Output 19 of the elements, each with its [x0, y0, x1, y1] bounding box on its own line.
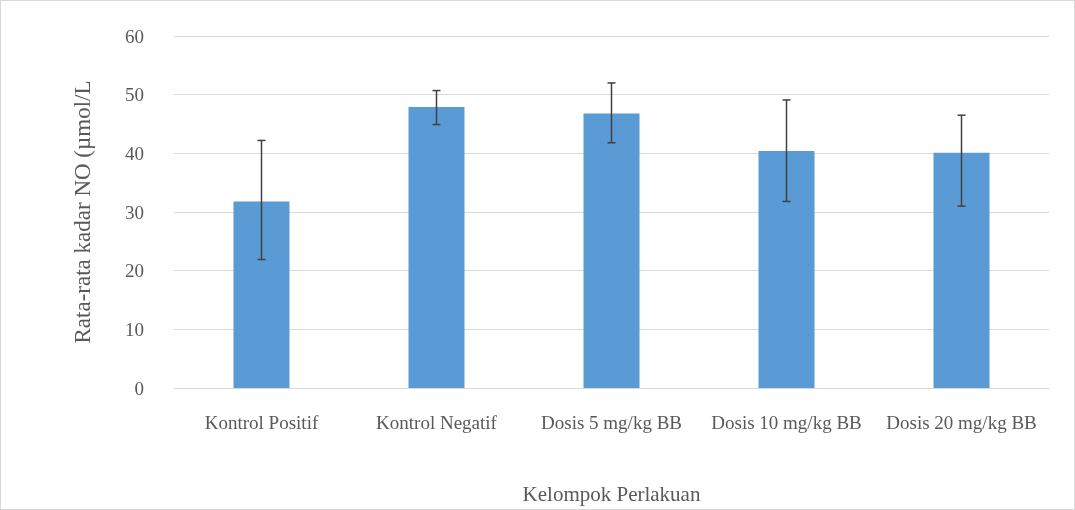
x-tick-label: Dosis 10 mg/kg BB — [711, 411, 862, 433]
y-tick-label: 10 — [125, 318, 144, 340]
y-tick-label: 50 — [125, 84, 144, 106]
bar — [583, 113, 640, 388]
y-tick-label: 40 — [125, 142, 144, 164]
y-tick-label: 0 — [134, 377, 144, 399]
x-axis-title: Kelompok Perlakuan — [522, 481, 701, 506]
x-tick-label: Dosis 5 mg/kg BB — [541, 411, 682, 433]
y-tick-label: 30 — [125, 201, 144, 223]
x-tick-label: Dosis 20 mg/kg BB — [886, 411, 1037, 433]
bar — [933, 152, 990, 388]
bar — [758, 150, 815, 388]
y-axis-title: Rata-rata kadar NO (µmol/L — [69, 80, 95, 344]
x-tick-label: Kontrol Positif — [204, 411, 319, 433]
bar — [233, 201, 290, 388]
y-tick-label: 60 — [125, 25, 144, 47]
bar — [408, 106, 465, 388]
y-tick-label: 20 — [125, 260, 144, 282]
x-tick-label: Kontrol Negatif — [376, 411, 498, 433]
